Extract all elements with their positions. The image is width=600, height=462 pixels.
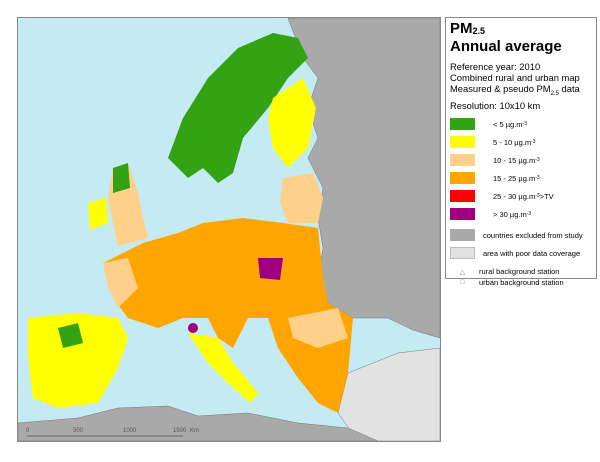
info-line: Measured & pseudo PM2.5 data <box>450 83 592 100</box>
map-canvas: 0 500 1000 1500 Km <box>17 17 441 442</box>
scale-tick: 0 <box>26 428 30 434</box>
legend-class: < 5 µg.m -3 <box>450 117 592 132</box>
legend-label: area with poor data coverage <box>483 248 581 258</box>
legend-class: > 30 µg.m -3 <box>450 207 592 222</box>
balkans-east <box>288 308 348 348</box>
north-africa <box>17 405 379 442</box>
iberia-green <box>58 323 83 348</box>
info-text: Measured & pseudo PM <box>450 83 551 94</box>
title-main: PM <box>450 20 473 37</box>
legend: PM2.5 Annual average Reference year: 2010… <box>445 17 597 287</box>
central-europe <box>103 218 353 413</box>
swatch <box>450 208 475 221</box>
legend-sup: -3 <box>522 121 527 128</box>
legend-class: 5 - 10 µg.m -3 <box>450 135 592 150</box>
ireland <box>88 198 108 230</box>
legend-label: 15 - 25 µg.m <box>493 173 536 183</box>
info-sub: 2.5 <box>550 90 559 97</box>
info-line: Reference year: 2010 <box>450 61 541 72</box>
scotland <box>113 163 130 193</box>
po-valley-hotspot <box>188 323 198 333</box>
legend-sup: -3 <box>535 175 540 182</box>
legend-label: 5 - 10 µg.m <box>493 137 532 147</box>
legend-classes: < 5 µg.m -3 5 - 10 µg.m -3 10 - 15 µg.m -3 15 … <box>450 117 592 222</box>
info-line: Resolution: 10x10 km <box>450 99 541 111</box>
legend-rural: △ rural background station <box>450 267 592 277</box>
swatch <box>450 118 475 131</box>
legend-sup: -3 <box>526 211 532 218</box>
legend-label: 10 - 15 µg.m <box>493 155 536 165</box>
legend-extra: >TV <box>539 191 554 201</box>
swatch <box>450 136 475 149</box>
pm25-map: 0 500 1000 1500 Km <box>17 17 441 442</box>
legend-sup: -3 <box>535 157 540 164</box>
info-line: Combined rural and urban map <box>450 72 580 83</box>
swatch <box>450 190 475 203</box>
baltics <box>280 173 323 223</box>
swatch <box>450 247 475 260</box>
legend-class: 10 - 15 µg.m -3 <box>450 153 592 168</box>
iberia <box>28 313 128 408</box>
legend-label: urban background station <box>479 278 564 288</box>
legend-title: PM2.5 Annual average <box>450 21 592 55</box>
legend-label: > 30 µg.m <box>493 209 527 219</box>
legend-label: 25 - 30 µg.m <box>493 191 536 201</box>
legend-poor: area with poor data coverage <box>450 246 592 261</box>
scale-bar: 0 500 1000 1500 Km <box>26 428 199 437</box>
legend-label: countries excluded from study <box>483 230 583 240</box>
scale-tick: 1000 <box>123 428 137 434</box>
legend-class: 25 - 30 µg.m -3 >TV <box>450 189 592 204</box>
legend-info: Reference year: 2010 Combined rural and … <box>450 61 592 111</box>
legend-label: < 5 µg.m <box>493 119 523 129</box>
title-sub: 2.5 <box>472 26 486 36</box>
scale-tick: 500 <box>73 428 84 434</box>
swatch <box>450 172 475 185</box>
scandinavia <box>168 33 308 183</box>
swatch <box>450 154 475 167</box>
legend-sup: -3 <box>535 193 540 200</box>
swatch <box>450 229 475 242</box>
title-line2: Annual average <box>450 38 562 55</box>
triangle-icon: △ <box>459 268 466 276</box>
info-text: data <box>558 83 580 94</box>
scale-unit: Km <box>190 428 199 434</box>
scale-tick: 1500 <box>173 428 187 434</box>
brittany <box>103 258 138 308</box>
legend-class: 15 - 25 µg.m -3 <box>450 171 592 186</box>
legend-excluded: countries excluded from study <box>450 228 592 243</box>
finland <box>268 78 316 168</box>
legend-urban: □ urban background station <box>450 278 592 288</box>
legend-sup: -3 <box>531 139 536 146</box>
italy <box>188 333 258 403</box>
poland-hotspot <box>258 258 283 280</box>
legend-label: rural background station <box>479 267 560 277</box>
square-icon: □ <box>460 279 465 287</box>
